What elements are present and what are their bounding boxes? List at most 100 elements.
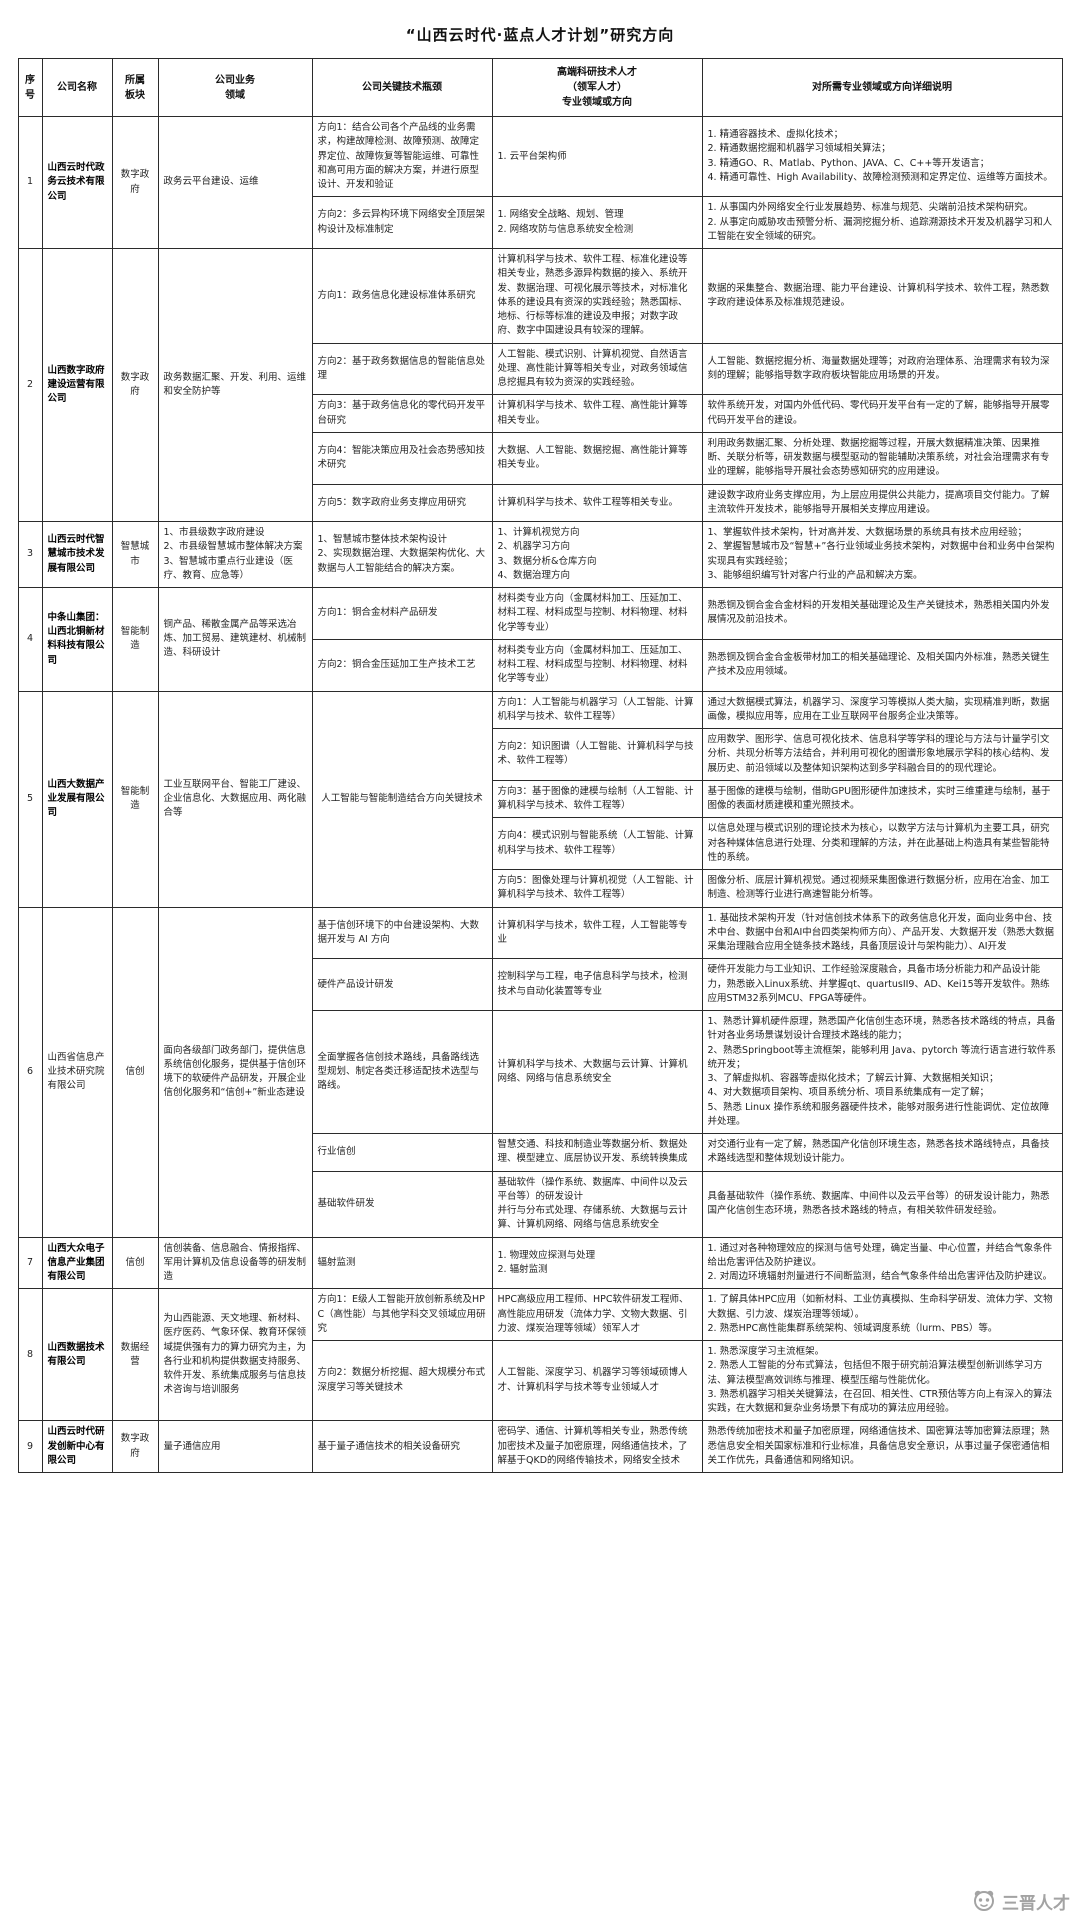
bottleneck: 辐射监测: [311, 1236, 493, 1290]
table-row: 方向2：铜合金压延加工生产技术工艺 材料类专业方向（金属材料加工、压延加工、材料…: [18, 638, 1063, 692]
bottleneck: 基础软件研发: [311, 1170, 493, 1238]
detail-description: 1、熟悉计算机硬件原理，熟悉国产化信创生态环境，熟悉各技术路线的特点，具备针对各…: [701, 1010, 1063, 1134]
table-row: 方向2：基于政务数据信息的智能信息处理 人工智能、模式识别、计算机视觉、自然语言…: [18, 342, 1063, 396]
col-header-sector: 所属 板块: [111, 58, 159, 117]
bottleneck: 方向2：多云异构环境下网络安全顶层架构设计及标准制定: [311, 196, 493, 249]
talent-field: 计算机科学与技术，软件工程，人工智能等专业: [491, 906, 703, 960]
bottleneck: 行业信创: [311, 1133, 493, 1172]
talent-field: 方向4：模式识别与智能系统（人工智能、计算机科学与技术、软件工程等）: [491, 817, 703, 870]
sector: 数字政府: [111, 116, 159, 249]
bottleneck: 方向1：政务信息化建设标准体系研究: [311, 248, 493, 344]
sector: 智能制造: [111, 587, 159, 692]
row-number: 4: [17, 587, 43, 692]
detail-description: 数据的采集整合、数据治理、能力平台建设、计算机科学技术、软件工程，熟悉数字政府建…: [701, 248, 1063, 344]
detail-description: 具备基础软件（操作系统、数据库、中间件以及云平台等）的研发设计能力，熟悉国产化信…: [701, 1170, 1063, 1238]
detail-description: 1. 精通容器技术、虚拟化技术； 2. 精通数据挖掘和机器学习领域相关算法； 3…: [701, 115, 1063, 198]
table-row: 4 中条山集团：山西北铜新材料科技有限公司 智能制造 铜产品、稀散金属产品等采选…: [17, 587, 1063, 692]
bottleneck: 方向1：E级人工智能开放创新系统及HPC（高性能）与其他学科交叉领域应用研究: [311, 1288, 493, 1341]
bottleneck: 方向1：铜合金材料产品研发: [311, 587, 493, 640]
bottleneck: 方向3：基于政务信息化的零代码开发平台研究: [311, 394, 493, 433]
row-number: 5: [17, 690, 43, 908]
talent-field: 密码学、通信、计算机等相关专业，熟悉传统加密技术及量子加密原理，网络通信技术，了…: [491, 1420, 703, 1473]
bottleneck: 1、智慧城市整体技术架构设计 2、实现数据治理、大数据架构优化、大数据与人工智能…: [311, 521, 493, 588]
detail-description: 软件系统开发，对国内外低代码、零代码开发平台有一定的了解，能够指导开展零代码开发…: [701, 394, 1063, 433]
col-header-bottleneck: 公司关键技术瓶颈: [311, 58, 493, 117]
detail-description: 利用政务数据汇聚、分析处理、数据挖掘等过程，开展大数据精准决策、因果推断、关联分…: [701, 431, 1063, 485]
business-area: 量子通信应用: [157, 1420, 313, 1473]
mascot-icon: [971, 1888, 997, 1914]
bottleneck: 方向5：数字政府业务支撑应用研究: [311, 483, 493, 522]
talent-field: 人工智能、深度学习、机器学习等领域硕博人才、计算机科学与技术等专业领域人才: [491, 1339, 703, 1422]
bottleneck: 方向1：结合公司各个产品线的业务需求，构建故障检测、故障预测、故障定界定位、故障…: [311, 115, 493, 198]
company-name: 山西云时代政务云技术有限公司: [41, 116, 113, 249]
talent-field: 计算机科学与技术、软件工程、高性能计算等相关专业。: [491, 394, 703, 433]
detail-description: 人工智能、数据挖掘分析、海量数据处理等；对政府治理体系、治理需求有较为深刻的理解…: [701, 342, 1063, 396]
row-number: 3: [17, 521, 43, 588]
bottleneck: 基于信创环境下的中台建设架构、大数据开发与 AI 方向: [311, 906, 493, 960]
detail-description: 1、掌握软件技术架构，针对高并发、大数据场景的系统具有技术应用经验； 2、掌握智…: [701, 521, 1063, 588]
detail-description: 以信息处理与模式识别的理论技术为核心，以数学方法与计算机为主要工具，研究对各种媒…: [701, 817, 1063, 870]
table-row: 方向2：知识图谱（人工智能、计算机科学与技术、软件工程等） 应用数学、图形学、信…: [18, 728, 1063, 781]
detail-description: 熟悉传统加密技术和量子加密原理，网络通信技术、国密算法等加密算法原理；熟悉信息安…: [701, 1420, 1063, 1473]
talent-field: 1. 物理效应探测与处理 2. 辐射监测: [491, 1236, 703, 1290]
bottleneck: 方向2：铜合金压延加工生产技术工艺: [311, 638, 493, 692]
detail-description: 基于图像的建模与绘制，借助GPU图形硬件加速技术，实时三维重建与绘制，基于图像的…: [701, 779, 1063, 819]
talent-field: 1、计算机视觉方向 2、机器学习方向 3、数据分析&仓库方向 4、数据治理方向: [491, 521, 703, 588]
table-row: 方向2：数据分析挖掘、超大规模分布式深度学习等关键技术 人工智能、深度学习、机器…: [18, 1339, 1063, 1422]
table-row: 5 山西大数据产业发展有限公司 智能制造 工业互联网平台、智能工厂建设、企业信息…: [17, 690, 1063, 908]
col-header-company: 公司名称: [41, 58, 113, 117]
detail-description: 对交通行业有一定了解，熟悉国产化信创环境生态，熟悉各技术路线特点，具备技术路线选…: [701, 1133, 1063, 1172]
col-header-no: 序 号: [17, 58, 43, 117]
talent-field: 计算机科学与技术、软件工程等相关专业。: [491, 483, 703, 522]
bottleneck: 方向4：智能决策应用及社会态势感知技术研究: [311, 431, 493, 485]
company-name: 山西大数据产业发展有限公司: [41, 690, 113, 908]
talent-field: 方向5：图像处理与计算机视觉（人工智能、计算机科学与技术、软件工程等）: [491, 869, 703, 908]
detail-description: 1. 基础技术架构开发（针对信创技术体系下的政务信息化开发，面向业务中台、技术中…: [701, 906, 1063, 960]
talent-field: 控制科学与工程，电子信息科学与技术，检测技术与自动化装置等专业: [491, 958, 703, 1011]
detail-description: 1. 熟悉深度学习主流框架。 2. 熟悉人工智能的分布式算法，包括但不限于研究前…: [701, 1339, 1063, 1422]
talent-field: 方向2：知识图谱（人工智能、计算机科学与技术、软件工程等）: [491, 728, 703, 781]
business-area: 面向各级部门政务部门，提供信息系统信创化服务，提供基于信创环境下的软硬件产品研发…: [157, 906, 313, 1238]
company-name: 中条山集团：山西北铜新材料科技有限公司: [41, 587, 113, 692]
sector: 数据经营: [111, 1288, 159, 1422]
sector: 数字政府: [111, 248, 159, 522]
table-row: 方向3：基于图像的建模与绘制（人工智能、计算机科学与技术、软件工程等） 基于图像…: [18, 779, 1063, 819]
talent-field: 1. 网络安全战略、规划、管理 2. 网络攻防与信息系统安全检测: [491, 196, 703, 249]
bottleneck: 方向2：基于政务数据信息的智能信息处理: [311, 342, 493, 396]
row-number: 8: [17, 1288, 43, 1422]
talent-field: 材料类专业方向（金属材料加工、压延加工、材料工程、材料成型与控制、材料物理、材料…: [491, 587, 703, 640]
business-area: 政务数据汇聚、开发、利用、运维和安全防护等: [157, 248, 313, 522]
sector: 信创: [111, 906, 159, 1238]
business-area: 政务云平台建设、运维: [157, 116, 313, 249]
sanjin-talent-watermark: 三晋人才: [971, 1888, 1070, 1914]
talent-field: 智慧交通、科技和制造业等数据分析、数据处理、模型建立、底层协议开发、系统转换集成: [491, 1133, 703, 1172]
detail-description: 图像分析、底层计算机视觉。通过视频采集图像进行数据分析，应用在冶金、加工制造、检…: [701, 869, 1063, 908]
detail-description: 熟悉铜及铜合金合金材料的开发相关基础理论及生产关键技术，熟悉相关国内外发展情况及…: [701, 587, 1063, 640]
detail-description: 应用数学、图形学、信息可视化技术、信息科学等学科的理论与方法与计量学引文分析、共…: [701, 728, 1063, 781]
bottleneck: 基于量子通信技术的相关设备研究: [311, 1420, 493, 1473]
bottleneck: 人工智能与智能制造结合方向关键技术: [311, 690, 493, 908]
table-row: 方向4：智能决策应用及社会态势感知技术研究 大数据、人工智能、数据挖掘、高性能计…: [18, 431, 1063, 485]
company-name: 山西云时代研发创新中心有限公司: [41, 1420, 113, 1473]
company-name: 山西云时代智慧城市技术发展有限公司: [41, 521, 113, 588]
table-row: 2 山西数字政府建设运营有限公司 数字政府 政务数据汇聚、开发、利用、运维和安全…: [17, 248, 1063, 522]
business-area: 铜产品、稀散金属产品等采选冶炼、加工贸易、建筑建材、机械制造、科研设计: [157, 587, 313, 692]
detail-description: 1. 了解具体HPC应用（如新材料、工业仿真模拟、生命科学研发、流体力学、文物大…: [701, 1288, 1063, 1341]
bottleneck: 全面掌握各信创技术路线，具备路线选型规划、制定各类迁移适配技术选型与路线。: [311, 1010, 493, 1134]
row-number: 1: [17, 116, 43, 249]
detail-description: 建设数字政府业务支撑应用，为上层应用提供公共能力，提高项目交付能力。了解主流软件…: [701, 483, 1063, 522]
business-area: 工业互联网平台、智能工厂建设、企业信息化、大数据应用、两化融合等: [157, 690, 313, 908]
business-area: 信创装备、信息融合、情报指挥、军用计算机及信息设备等的研发制造: [157, 1236, 313, 1290]
talent-field: 材料类专业方向（金属材料加工、压延加工、材料工程、材料成型与控制、材料物理、材料…: [491, 638, 703, 692]
table-row: 8 山西数据技术有限公司 数据经营 为山西能源、天文地理、新材料、医疗医药、气象…: [17, 1288, 1063, 1422]
row-number: 9: [17, 1420, 43, 1473]
table-row: 1 山西云时代政务云技术有限公司 数字政府 政务云平台建设、运维 方向1：结合公…: [17, 115, 1063, 249]
talent-field: HPC高级应用工程师、HPC软件研发工程师、高性能应用研发（流体力学、文物大数据…: [491, 1288, 703, 1341]
detail-description: 1. 从事国内外网络安全行业发展趋势、标准与规范、尖端前沿技术架构研究。 2. …: [701, 196, 1063, 249]
detail-description: 硬件开发能力与工业知识、工作经验深度融合，具备市场分析能力和产品设计能力，熟悉嵌…: [701, 958, 1063, 1011]
table-row: 全面掌握各信创技术路线，具备路线选型规划、制定各类迁移适配技术选型与路线。 计算…: [18, 1010, 1063, 1134]
sector: 智能制造: [111, 690, 159, 908]
talent-field: 大数据、人工智能、数据挖掘、高性能计算等相关专业。: [491, 431, 703, 485]
detail-description: 1. 通过对各种物理效应的探测与信号处理，确定当量、中心位置，并结合气象条件给出…: [701, 1236, 1063, 1290]
table-row: 方向4：模式识别与智能系统（人工智能、计算机科学与技术、软件工程等） 以信息处理…: [18, 817, 1063, 870]
